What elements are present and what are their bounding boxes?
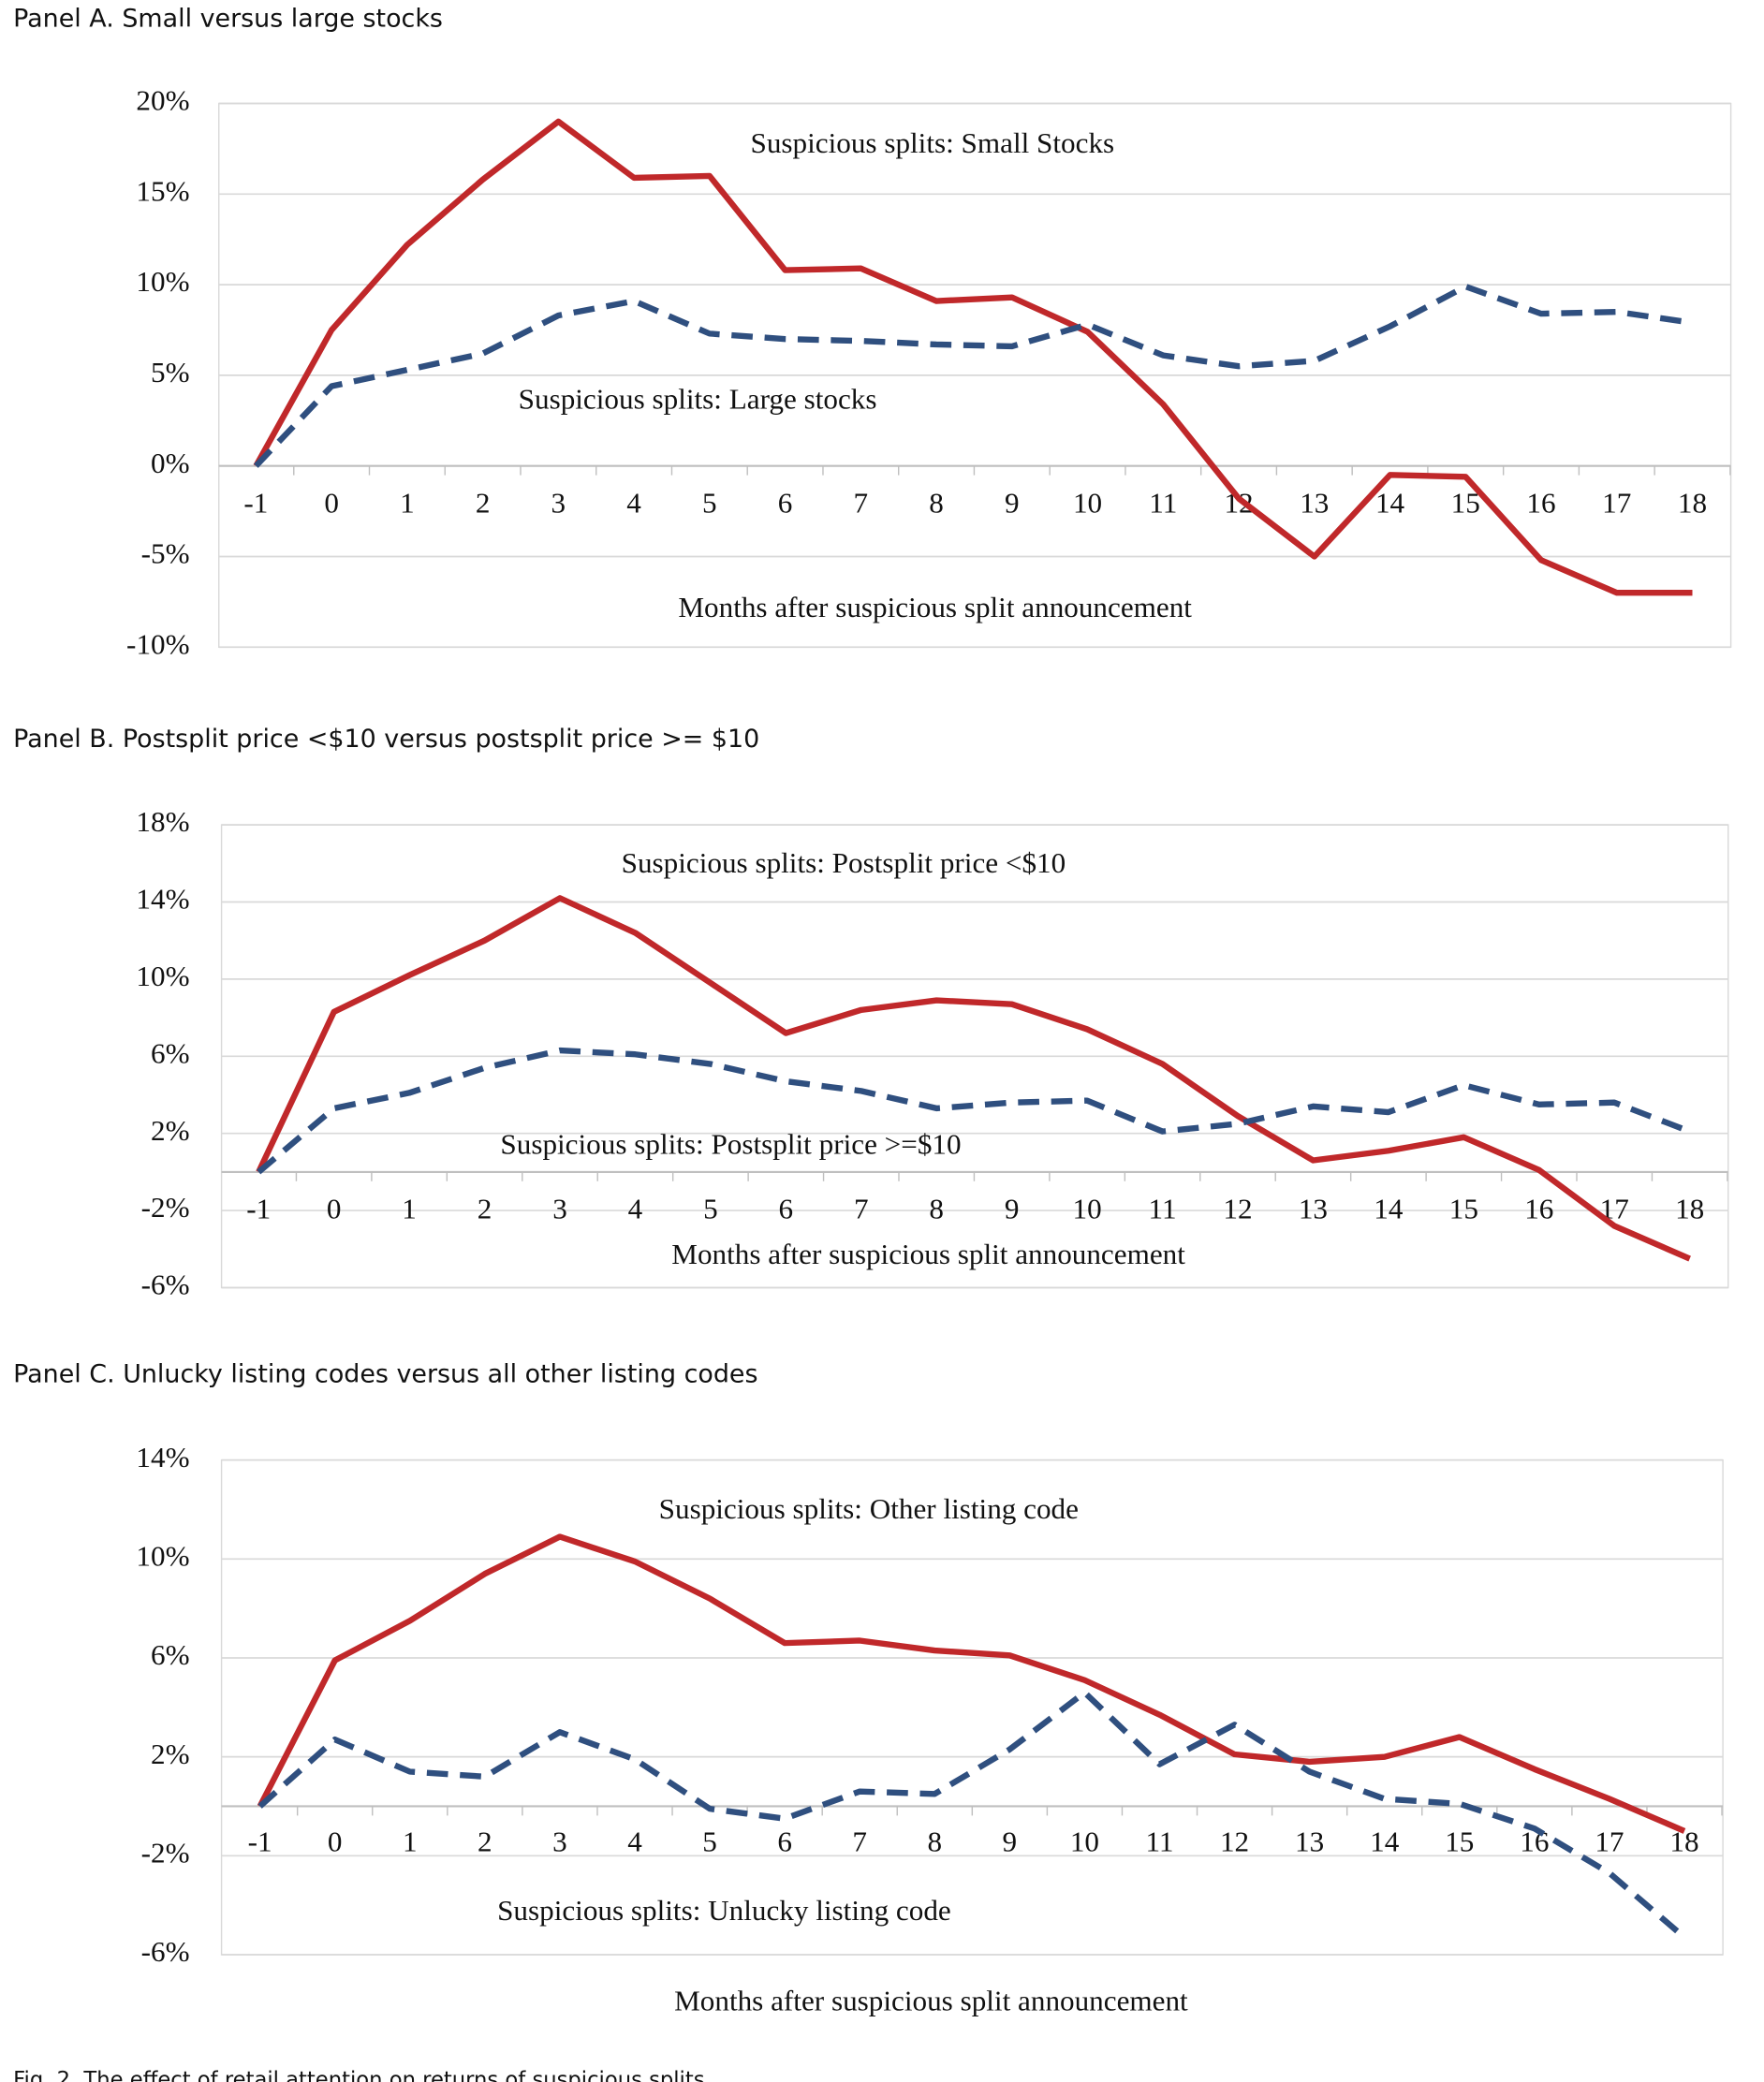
x-tick-label: 9 <box>1003 1825 1018 1858</box>
y-tick-label: 2% <box>151 1737 190 1770</box>
y-tick-label: -2% <box>141 1191 190 1224</box>
x-tick-label: 3 <box>552 1825 567 1858</box>
plot-frame <box>220 1459 1724 1956</box>
y-tick-label: -5% <box>141 537 190 570</box>
x-tick-label: 8 <box>929 1193 944 1225</box>
y-tick-label: -6% <box>141 1935 190 1968</box>
x-tick-label: 15 <box>1445 1825 1474 1858</box>
y-tick-label: 2% <box>151 1114 190 1147</box>
y-tick-label: 14% <box>136 883 189 916</box>
x-tick-label: 15 <box>1449 1193 1478 1225</box>
y-tick-label: -10% <box>126 627 190 660</box>
series-label: Suspicious splits: Large stocks <box>519 382 877 415</box>
y-tick-label: 10% <box>136 1539 189 1572</box>
series-line <box>253 118 1693 596</box>
x-tick-label: 5 <box>702 486 717 519</box>
x-tick-label: 3 <box>552 1193 567 1225</box>
x-tick-label: 13 <box>1299 1193 1328 1225</box>
x-tick-label: 8 <box>929 486 944 519</box>
x-tick-label: 9 <box>1005 1193 1020 1225</box>
x-tick-label: 0 <box>327 1193 342 1225</box>
x-tick-label: 1 <box>403 1825 418 1858</box>
y-tick-label: -2% <box>141 1836 190 1869</box>
x-tick-label: 7 <box>854 1193 869 1225</box>
x-tick-label: 3 <box>551 486 566 519</box>
panel-title: Panel B. Postsplit price <$10 versus pos… <box>13 725 759 754</box>
x-tick-label: 10 <box>1073 486 1102 519</box>
series-line <box>254 283 1693 468</box>
x-tick-label: 12 <box>1224 486 1253 519</box>
x-tick-label: -1 <box>243 486 268 519</box>
x-tick-label: 2 <box>478 1825 492 1858</box>
y-tick-label: 10% <box>136 960 189 992</box>
x-axis-title: Months after suspicious split announceme… <box>674 1985 1188 2017</box>
x-tick-label: 0 <box>324 486 339 519</box>
series-line <box>257 1047 1691 1175</box>
x-tick-label: 4 <box>627 1825 642 1858</box>
x-tick-label: 9 <box>1005 486 1020 519</box>
x-tick-label: 14 <box>1370 1825 1400 1858</box>
x-tick-label: 6 <box>779 1193 794 1225</box>
series-line <box>256 895 1691 1262</box>
y-tick-label: -6% <box>141 1268 190 1301</box>
caption: Fig. 2. The effect of retail attention o… <box>13 2068 712 2082</box>
x-tick-label: 10 <box>1070 1825 1099 1858</box>
y-tick-label: 20% <box>136 84 189 117</box>
x-tick-label: 1 <box>400 486 415 519</box>
x-tick-label: 18 <box>1678 486 1707 519</box>
x-tick-label: 2 <box>478 1193 492 1225</box>
x-tick-label: 5 <box>703 1193 718 1225</box>
x-tick-label: 4 <box>628 1193 643 1225</box>
x-tick-label: 12 <box>1220 1825 1249 1858</box>
x-axis-title: Months after suspicious split announceme… <box>678 591 1192 623</box>
x-tick-label: 5 <box>702 1825 717 1858</box>
x-tick-label: 16 <box>1526 486 1555 519</box>
x-tick-label: -1 <box>246 1193 271 1225</box>
panel-title: Panel C. Unlucky listing codes versus al… <box>13 1359 757 1388</box>
x-tick-label: 18 <box>1675 1193 1704 1225</box>
y-tick-label: 10% <box>136 265 189 298</box>
x-tick-label: 7 <box>852 1825 867 1858</box>
x-tick-label: 13 <box>1300 486 1329 519</box>
x-tick-label: 11 <box>1146 1825 1174 1858</box>
x-tick-label: 6 <box>778 486 793 519</box>
x-tick-label: 14 <box>1375 486 1405 519</box>
series-label: Suspicious splits: Postsplit price <$10 <box>622 846 1066 879</box>
series-label: Suspicious splits: Unlucky listing code <box>497 1894 951 1927</box>
x-tick-label: 13 <box>1295 1825 1324 1858</box>
x-tick-label: 17 <box>1595 1825 1624 1858</box>
x-tick-label: 16 <box>1524 1193 1553 1225</box>
x-tick-label: 8 <box>927 1825 942 1858</box>
series-line <box>257 1533 1686 1834</box>
x-tick-label: 6 <box>777 1825 792 1858</box>
x-tick-label: 11 <box>1149 486 1177 519</box>
y-tick-label: 6% <box>151 1036 190 1069</box>
x-tick-label: 14 <box>1374 1193 1404 1225</box>
y-tick-label: 15% <box>136 174 189 207</box>
x-tick-label: -1 <box>248 1825 272 1858</box>
x-tick-label: 10 <box>1073 1193 1102 1225</box>
x-tick-label: 11 <box>1149 1193 1177 1225</box>
series-label: Suspicious splits: Small Stocks <box>751 126 1115 159</box>
x-tick-label: 2 <box>476 486 491 519</box>
y-tick-label: 18% <box>136 805 189 838</box>
x-tick-label: 12 <box>1223 1193 1252 1225</box>
panel-title: Panel A. Small versus large stocks <box>13 5 443 34</box>
x-tick-label: 4 <box>626 486 641 519</box>
series-line <box>257 1689 1687 1940</box>
x-tick-label: 17 <box>1602 486 1631 519</box>
x-tick-label: 0 <box>328 1825 343 1858</box>
y-tick-label: 0% <box>151 447 190 479</box>
series-label: Suspicious splits: Postsplit price >=$10 <box>500 1127 961 1160</box>
y-tick-label: 5% <box>151 356 190 389</box>
series-label: Suspicious splits: Other listing code <box>659 1492 1079 1525</box>
y-tick-label: 14% <box>136 1441 189 1474</box>
x-tick-label: 1 <box>402 1193 417 1225</box>
x-tick-label: 7 <box>854 486 869 519</box>
x-axis-title: Months after suspicious split announceme… <box>671 1238 1185 1270</box>
y-tick-label: 6% <box>151 1638 190 1671</box>
